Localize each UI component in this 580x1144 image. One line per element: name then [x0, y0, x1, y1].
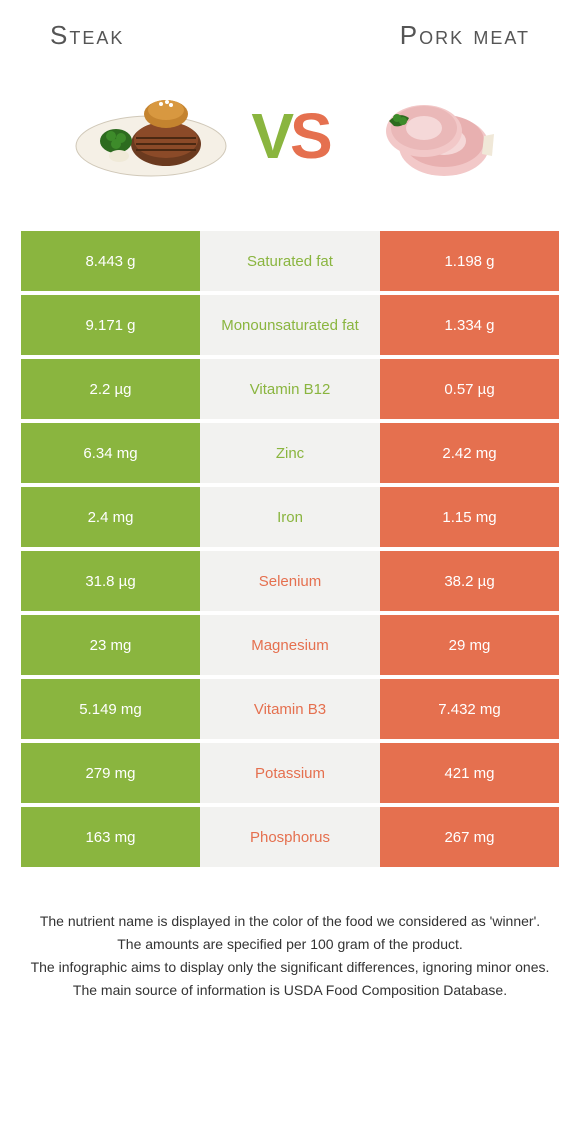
footer-notes: The nutrient name is displayed in the co…	[0, 871, 580, 1023]
left-value: 6.34 mg	[21, 423, 200, 483]
footer-line: The infographic aims to display only the…	[30, 957, 550, 978]
right-value: 267 mg	[380, 807, 559, 867]
nutrient-label: Phosphorus	[200, 807, 380, 867]
nutrient-row: 31.8 µgSelenium38.2 µg	[21, 551, 559, 611]
right-value: 38.2 µg	[380, 551, 559, 611]
steak-image	[71, 81, 231, 191]
left-value: 31.8 µg	[21, 551, 200, 611]
nutrient-row: 6.34 mgZinc2.42 mg	[21, 423, 559, 483]
nutrient-row: 279 mgPotassium421 mg	[21, 743, 559, 803]
left-food-title: Steak	[50, 20, 124, 51]
left-value: 8.443 g	[21, 231, 200, 291]
right-value: 1.198 g	[380, 231, 559, 291]
nutrient-row: 23 mgMagnesium29 mg	[21, 615, 559, 675]
nutrient-row: 9.171 gMonounsaturated fat1.334 g	[21, 295, 559, 355]
nutrient-label: Saturated fat	[200, 231, 380, 291]
footer-line: The nutrient name is displayed in the co…	[30, 911, 550, 932]
footer-line: The amounts are specified per 100 gram o…	[30, 934, 550, 955]
left-value: 5.149 mg	[21, 679, 200, 739]
left-value: 23 mg	[21, 615, 200, 675]
left-value: 2.4 mg	[21, 487, 200, 547]
left-value: 2.2 µg	[21, 359, 200, 419]
left-value: 279 mg	[21, 743, 200, 803]
right-value: 1.15 mg	[380, 487, 559, 547]
left-value: 163 mg	[21, 807, 200, 867]
nutrient-label: Potassium	[200, 743, 380, 803]
vs-v-letter: V	[251, 99, 290, 173]
right-value: 2.42 mg	[380, 423, 559, 483]
right-value: 421 mg	[380, 743, 559, 803]
header-row: Steak Pork meat	[0, 0, 580, 61]
nutrient-label: Zinc	[200, 423, 380, 483]
vs-label: VS	[251, 99, 328, 173]
footer-line: The main source of information is USDA F…	[30, 980, 550, 1001]
left-value: 9.171 g	[21, 295, 200, 355]
nutrient-label: Vitamin B12	[200, 359, 380, 419]
nutrient-row: 8.443 gSaturated fat1.198 g	[21, 231, 559, 291]
right-value: 7.432 mg	[380, 679, 559, 739]
right-value: 1.334 g	[380, 295, 559, 355]
nutrient-row: 2.4 mgIron1.15 mg	[21, 487, 559, 547]
nutrient-row: 2.2 µgVitamin B120.57 µg	[21, 359, 559, 419]
nutrient-label: Vitamin B3	[200, 679, 380, 739]
right-value: 29 mg	[380, 615, 559, 675]
right-food-title: Pork meat	[400, 20, 530, 51]
right-value: 0.57 µg	[380, 359, 559, 419]
nutrient-label: Magnesium	[200, 615, 380, 675]
nutrient-row: 163 mgPhosphorus267 mg	[21, 807, 559, 867]
vs-s-letter: S	[290, 99, 329, 173]
nutrient-label: Monounsaturated fat	[200, 295, 380, 355]
pork-image	[349, 81, 509, 191]
nutrient-label: Selenium	[200, 551, 380, 611]
vs-row: VS	[0, 61, 580, 231]
nutrient-row: 5.149 mgVitamin B37.432 mg	[21, 679, 559, 739]
nutrient-label: Iron	[200, 487, 380, 547]
nutrient-table: 8.443 gSaturated fat1.198 g9.171 gMonoun…	[21, 231, 559, 867]
